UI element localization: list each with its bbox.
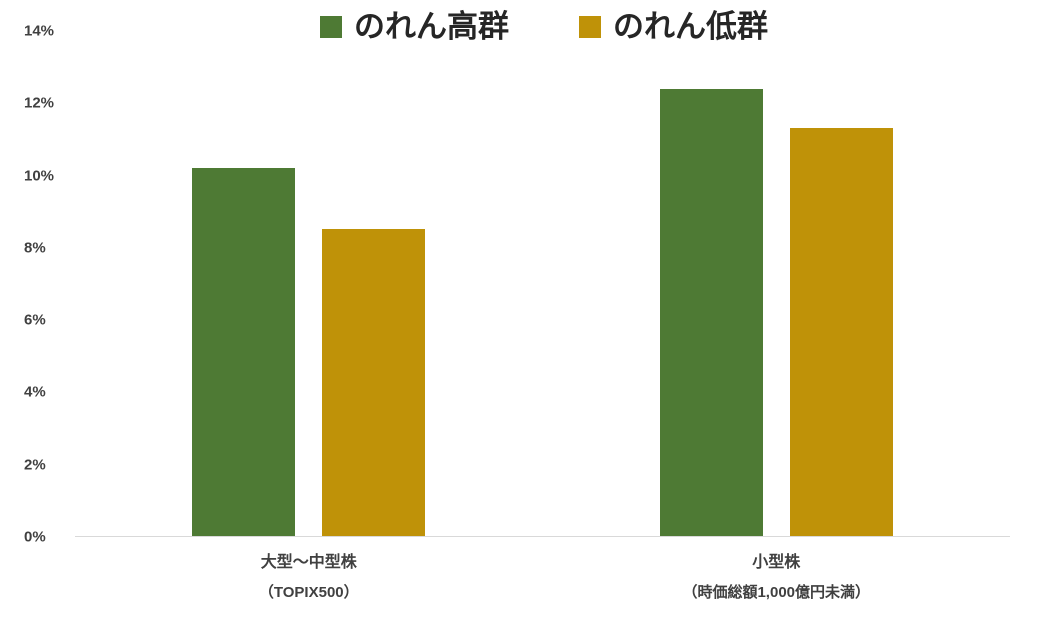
y-tick-label: 6% (24, 311, 46, 329)
bar-group (75, 31, 543, 536)
y-tick-label: 10% (24, 167, 55, 185)
x-category-label-main: 大型～中型株 (260, 554, 357, 571)
bar (659, 88, 763, 536)
plot-area (75, 31, 1010, 537)
legend-series-label: のれん低群 (613, 9, 768, 44)
y-tick-label: 2% (24, 456, 46, 474)
y-tick-label: 4% (24, 383, 46, 401)
bar (192, 168, 296, 536)
legend-item: のれん高群 (320, 8, 509, 45)
chart-legend: のれん高群 のれん低群 (75, 8, 1013, 45)
y-tick-label: 14% (24, 22, 55, 40)
bar (322, 229, 426, 536)
x-category-label-sub: （TOPIX500） (258, 584, 359, 601)
x-category-label: 大型～中型株 （TOPIX500） (75, 548, 543, 602)
x-category-label-sub: （時価総額1,000億円未満） (682, 584, 871, 601)
legend-swatch-icon (579, 15, 601, 38)
y-tick-label: 0% (24, 528, 46, 546)
legend-item: のれん低群 (579, 8, 768, 45)
x-axis-labels: 大型～中型株 （TOPIX500） 小型株 （時価総額1,000億円未満） (75, 548, 1010, 602)
y-axis: 0% 2% 4% 6% 8% 10% 12% 14% (0, 24, 70, 545)
bar-group (543, 31, 1011, 536)
x-category-label-main: 小型株 (752, 554, 801, 571)
bar (789, 128, 893, 536)
y-tick-label: 8% (24, 239, 46, 257)
legend-series-label: のれん高群 (354, 9, 509, 44)
legend-swatch-icon (320, 15, 342, 38)
x-category-label: 小型株 （時価総額1,000億円未満） (543, 548, 1011, 602)
y-tick-label: 12% (24, 94, 55, 112)
